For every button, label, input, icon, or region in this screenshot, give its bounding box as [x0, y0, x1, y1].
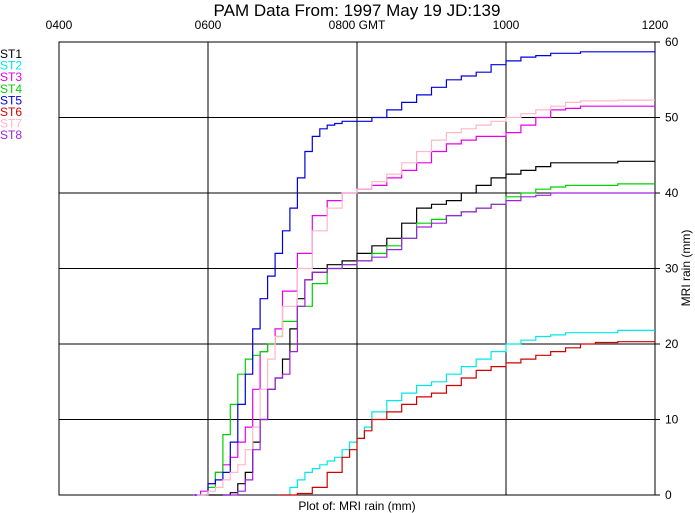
y-tick-label: 10	[665, 413, 679, 427]
series-line-st7	[196, 99, 655, 496]
legend-entry-st2: ST2	[0, 59, 22, 73]
x-tick-label: 0800 GMT	[329, 18, 386, 32]
series-lines	[193, 51, 656, 496]
legend-entry-st8: ST8	[0, 128, 22, 142]
legend-entry-st5: ST5	[0, 93, 22, 107]
y-tick-label: 20	[665, 337, 679, 351]
series-line-st8	[222, 192, 655, 496]
series-line-st3	[193, 105, 655, 496]
legend-entry-st6: ST6	[0, 105, 22, 119]
legend-entry-st4: ST4	[0, 82, 22, 96]
legend-entry-st7: ST7	[0, 117, 22, 131]
x-axis-label: Plot of: MRI rain (mm)	[298, 499, 415, 513]
series-line-st2	[280, 329, 655, 496]
x-tick-label: 1000	[493, 18, 520, 32]
y-tick-label: 40	[665, 186, 679, 200]
x-tick-label: 1200	[642, 18, 669, 32]
y-axis: 0 10 20 30 40 50 60	[655, 35, 679, 502]
series-line-st5	[194, 51, 656, 496]
y-tick-label: 0	[665, 488, 672, 502]
series-line-st6	[278, 341, 655, 496]
y-tick-label: 50	[665, 111, 679, 125]
y-axis-label: MRI rain (mm)	[679, 230, 693, 307]
series-line-st1	[205, 160, 655, 496]
series-line-st4	[204, 183, 655, 496]
chart-title: PAM Data From: 1997 May 19 JD:139	[214, 1, 501, 20]
legend-entry-st3: ST3	[0, 70, 22, 84]
y-tick-label: 60	[665, 35, 679, 49]
y-tick-label: 30	[665, 262, 679, 276]
x-axis: 0400 0600 0800 GMT 1000 1200	[46, 18, 669, 32]
x-tick-label: 0400	[46, 18, 73, 32]
legend-entry-st1: ST1	[0, 47, 22, 61]
x-tick-label: 0600	[195, 18, 222, 32]
